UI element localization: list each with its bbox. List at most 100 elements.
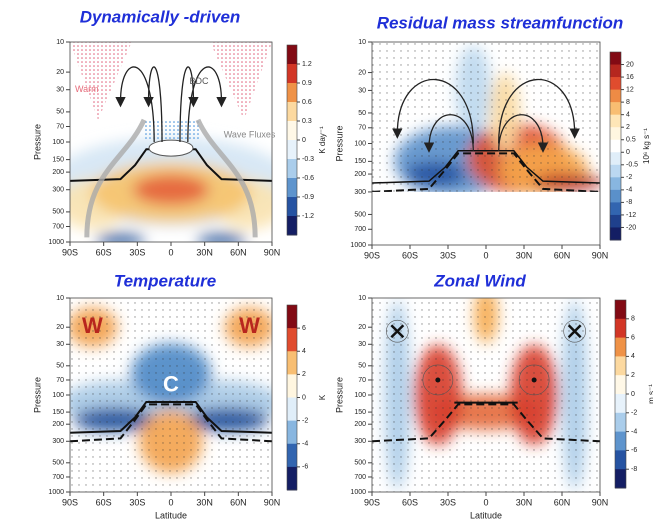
colorbar-label: K (318, 394, 327, 400)
y-tick-label: 300 (52, 438, 64, 445)
annotation: W (82, 313, 103, 338)
colorbar-segment (610, 52, 621, 66)
colorbar-tick-label: 0 (626, 149, 630, 156)
y-tick-label: 150 (52, 409, 64, 416)
colorbar-tick-label: 0 (631, 391, 635, 398)
y-tick-label: 30 (358, 87, 366, 94)
y-tick-label: 30 (358, 341, 366, 348)
colorbar-tick-label: -2 (626, 174, 632, 181)
ground (372, 191, 600, 245)
colorbar-segment (615, 431, 626, 451)
colorbar-segment (610, 177, 621, 191)
x-tick-label: 90N (264, 497, 281, 507)
y-tick-label: 50 (56, 363, 64, 370)
colorbar-tick-label: 6 (631, 334, 635, 341)
tropopause-dashed (372, 403, 600, 443)
annotation: C (163, 371, 179, 396)
y-tick-label: 150 (52, 156, 64, 163)
bdc-arrow (187, 66, 227, 143)
colorbar-segment (610, 77, 621, 91)
panel-title: Temperature (114, 271, 216, 290)
x-tick-label: 60S (402, 497, 418, 507)
y-tick-label: 500 (52, 209, 64, 216)
westerly-circle (422, 364, 454, 396)
x-tick-label: 30N (516, 497, 533, 507)
panel: 90S 60S 30S 0 30N 60N 90N102030507010015020030… (32, 7, 327, 257)
colorbar-tick-label: 2 (302, 371, 306, 378)
colorbar-segment (615, 337, 626, 357)
x-tick-label: 90S (364, 497, 380, 507)
y-tick-label: 100 (354, 140, 366, 147)
colorbar-label: 10⁶ kg s⁻¹ (642, 128, 651, 164)
y-axis-label: Pressure (334, 377, 344, 413)
y-tick-label: 200 (354, 421, 366, 428)
y-tick-label: 200 (354, 171, 366, 178)
colorbar-tick-label: -4 (302, 441, 308, 448)
circulation-arrow (498, 78, 580, 144)
colorbar-tick-label: 4 (631, 353, 635, 360)
colorbar-tick-label: 8 (631, 316, 635, 323)
y-tick-label: 500 (52, 460, 64, 467)
colorbar-segment (287, 102, 297, 122)
y-tick-label: 1000 (48, 489, 64, 496)
tropopause (372, 150, 600, 184)
colorbar-segment (615, 375, 626, 395)
colorbar-tick-label: 16 (626, 74, 634, 81)
y-tick-label: 700 (52, 223, 64, 230)
colorbar-segment (287, 374, 297, 398)
colorbar-segment (287, 397, 297, 422)
x-tick-label: 60N (230, 247, 247, 257)
colorbar-segment (610, 102, 621, 116)
x-tick-label: 60N (554, 497, 571, 507)
colorbar-tick-label: -1.2 (302, 213, 314, 220)
y-tick-label: 70 (56, 123, 64, 130)
colorbar-tick-label: -2 (631, 410, 637, 417)
y-tick-label: 100 (52, 392, 64, 399)
colorbar-tick-label: -0.6 (302, 175, 314, 182)
y-tick-label: 50 (358, 363, 366, 370)
y-tick-label: 10 (358, 295, 366, 302)
y-tick-label: 300 (354, 438, 366, 445)
colorbar-segment (287, 443, 297, 468)
x-tick-label: 60N (230, 497, 247, 507)
y-tick-label: 150 (354, 409, 366, 416)
y-tick-label: 300 (354, 189, 366, 196)
colorbar-label: K day⁻¹ (318, 126, 327, 154)
contour-field (70, 42, 272, 242)
colorbar-segment (610, 202, 621, 216)
x-tick-label: 90N (264, 247, 281, 257)
y-tick-label: 1000 (350, 242, 366, 249)
panel: 90S 60S 30S 0 30N 60N 90N102030507010015020030… (334, 13, 651, 260)
warm-region (210, 42, 272, 120)
colorbar-segment (610, 127, 621, 141)
contour-field (372, 42, 600, 245)
colorbar-segment (287, 140, 297, 160)
x-tick-label: 0 (168, 247, 173, 257)
x-tick-label: 90S (62, 247, 78, 257)
colorbar-tick-label: -0.5 (626, 162, 638, 169)
colorbar-segment (610, 214, 621, 228)
colorbar-tick-label: 8 (626, 99, 630, 106)
y-tick-label: 20 (358, 69, 366, 76)
colorbar-segment (610, 227, 621, 241)
westerly-dot (531, 377, 537, 383)
y-tick-label: 1000 (350, 489, 366, 496)
x-tick-label: 0 (483, 250, 488, 260)
warm-region (70, 42, 132, 120)
colorbar-tick-label: -12 (626, 212, 636, 219)
y-axis-label: Pressure (334, 125, 344, 161)
x-tick-label: 30S (129, 497, 145, 507)
colorbar-tick-label: -8 (626, 199, 632, 206)
x-tick-label: 90N (592, 497, 609, 507)
x-tick-label: 30N (516, 250, 533, 260)
y-tick-label: 50 (56, 109, 64, 116)
colorbar-tick-label: 6 (302, 325, 306, 332)
bdc-arrow (115, 66, 155, 143)
colorbar-tick-label: -8 (631, 466, 637, 473)
colorbar-segment (287, 197, 297, 217)
colorbar-tick-label: 0 (302, 394, 306, 401)
y-tick-label: 100 (354, 392, 366, 399)
colorbar-segment (287, 328, 297, 352)
y-tick-label: 700 (52, 474, 64, 481)
colorbar-segment (615, 469, 626, 489)
